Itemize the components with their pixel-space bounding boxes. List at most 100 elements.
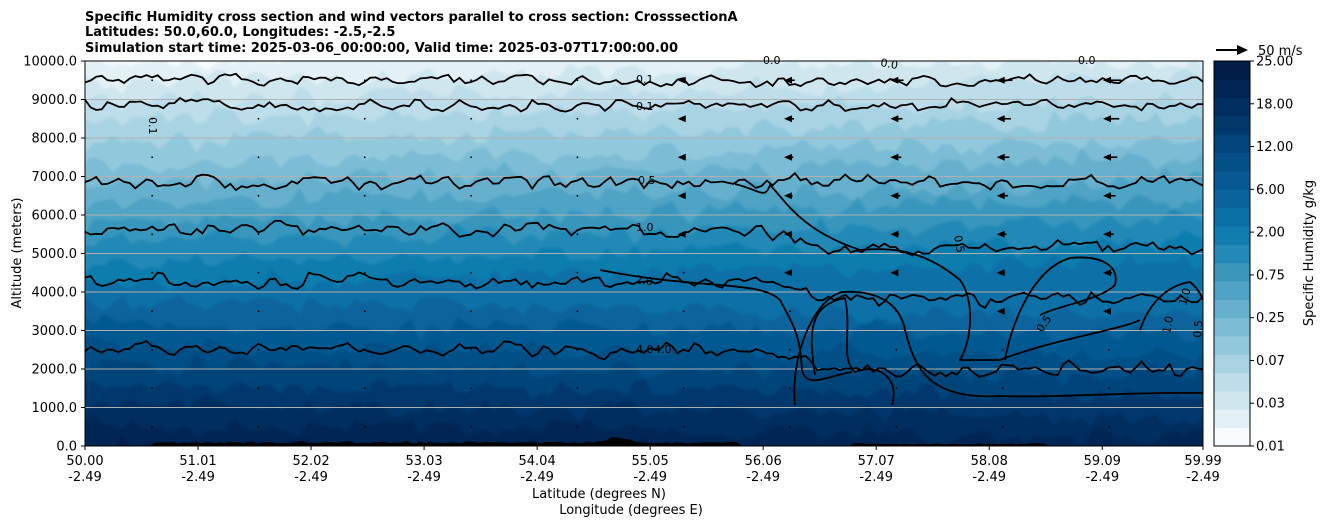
wind-vector — [1102, 192, 1111, 200]
wind-vector — [470, 271, 472, 274]
colorbar-segment — [1214, 427, 1250, 447]
colorbar-segment — [1214, 336, 1250, 355]
colorbar-tick-label: 0.01 — [1256, 440, 1285, 455]
wind-vector — [677, 153, 686, 161]
contour-line — [734, 183, 1141, 361]
y-tick-label: 2000.0 — [32, 363, 78, 378]
wind-vector — [363, 425, 366, 428]
contour-line — [1139, 281, 1203, 331]
wind-vector — [890, 269, 899, 277]
colorbar-tick-label: 0.03 — [1256, 397, 1285, 412]
x-tick-label-lat: 53.03 — [405, 454, 442, 469]
x-tick-label-lat: 52.02 — [292, 454, 329, 469]
colorbar-segment — [1214, 354, 1250, 374]
wind-vector — [996, 76, 1005, 84]
contour-labels: 0.1 0.1 0.1 0.5 1.0 2.0 4.0 4.0 0.5 0.5 … — [146, 54, 1206, 356]
y-tick-label: 1000.0 — [32, 401, 78, 416]
title-line-1: Specific Humidity cross section and wind… — [85, 10, 738, 25]
wind-vector — [151, 310, 154, 313]
contour-line — [85, 171, 1203, 192]
wind-vector — [470, 310, 472, 313]
contour-label: 0.0 — [763, 54, 781, 67]
wind-vector — [576, 387, 579, 390]
humidity-band — [85, 415, 1203, 446]
wind-vector — [1001, 348, 1004, 351]
wind-vector — [576, 233, 579, 236]
x-tick-label-lat: 57.07 — [858, 454, 895, 469]
colorbar-segment — [1214, 152, 1250, 172]
wind-vector — [363, 194, 366, 197]
colorbar-segment — [1214, 372, 1250, 392]
wind-vector — [576, 194, 579, 197]
contour-label: 2.0 — [635, 273, 654, 288]
colorbar-tick-label: 2.00 — [1256, 226, 1285, 241]
contour-line — [85, 340, 1203, 378]
wind-vector — [890, 115, 899, 123]
wind-vector — [895, 387, 898, 390]
wind-vector — [1001, 425, 1004, 428]
x-tick-label-lon: -2.49 — [1186, 470, 1220, 485]
colorbar-segment — [1214, 171, 1250, 190]
contour-line — [85, 72, 1203, 89]
x-tick-label-lon: -2.49 — [520, 470, 554, 485]
wind-vector — [890, 76, 899, 84]
wind-vector — [363, 310, 366, 313]
wind-vector — [789, 425, 791, 428]
contour-line — [85, 220, 1203, 257]
colorbar-segment — [1214, 97, 1250, 117]
wind-vector — [895, 425, 898, 428]
wind-vector — [151, 156, 154, 159]
wind-vector — [1102, 269, 1111, 277]
contour-label: 1.0 — [636, 221, 654, 234]
contour-line — [1004, 256, 1117, 361]
wind-vector — [363, 387, 366, 390]
contour-line — [85, 96, 1203, 113]
contour-line — [599, 269, 853, 381]
wind-vector — [789, 348, 791, 351]
colorbar-segment — [1214, 207, 1250, 227]
colorbar-segment — [1214, 61, 1250, 80]
wind-vector — [677, 192, 686, 200]
wind-vector — [576, 425, 579, 428]
colorbar-tick-label: 18.00 — [1256, 97, 1293, 112]
x-tick-label-lat: 58.08 — [971, 454, 1008, 469]
contour-label: 4.0 — [636, 343, 654, 356]
contour-line — [793, 291, 1203, 406]
wind-vector — [682, 310, 685, 313]
wind-vector — [1001, 387, 1004, 390]
wind-vector — [576, 117, 579, 120]
colorbar-segment — [1214, 409, 1250, 429]
wind-vector — [257, 79, 260, 82]
wind-vector — [151, 117, 154, 120]
colorbar-tick-label: 0.75 — [1256, 268, 1285, 283]
x-tick-label-lon: -2.49 — [294, 470, 328, 485]
wind-vector — [682, 425, 685, 428]
y-tick-label: 7000.0 — [32, 170, 78, 185]
y-tick-label: 0.0 — [56, 440, 77, 455]
x-tick-label-lon: -2.49 — [633, 470, 667, 485]
wind-vector — [257, 194, 260, 197]
wind-vector — [151, 194, 154, 197]
wind-vector — [677, 230, 686, 238]
plot-area — [85, 61, 1203, 446]
wind-vector — [682, 348, 685, 351]
wind-vector — [257, 271, 260, 274]
wind-vector — [1102, 307, 1111, 315]
y-tick-label: 3000.0 — [32, 324, 78, 339]
colorbar-segment — [1214, 244, 1250, 264]
wind-vector — [895, 348, 898, 351]
colorbar-tick-label: 6.00 — [1256, 183, 1285, 198]
contour-label: 1.0 — [1176, 287, 1193, 307]
wind-vector — [470, 348, 472, 351]
y-tick-label: 8000.0 — [32, 132, 78, 147]
wind-vector — [1102, 153, 1111, 161]
wind-vector — [151, 79, 154, 82]
wind-vector — [576, 271, 579, 274]
x-tick-label-lon: -2.49 — [972, 470, 1006, 485]
wind-reference-arrowhead — [1237, 45, 1248, 55]
wind-vector — [784, 230, 793, 238]
colorbar-segment — [1214, 281, 1250, 300]
colorbar-tick-label: 0.07 — [1256, 354, 1285, 369]
wind-vector — [257, 310, 260, 313]
